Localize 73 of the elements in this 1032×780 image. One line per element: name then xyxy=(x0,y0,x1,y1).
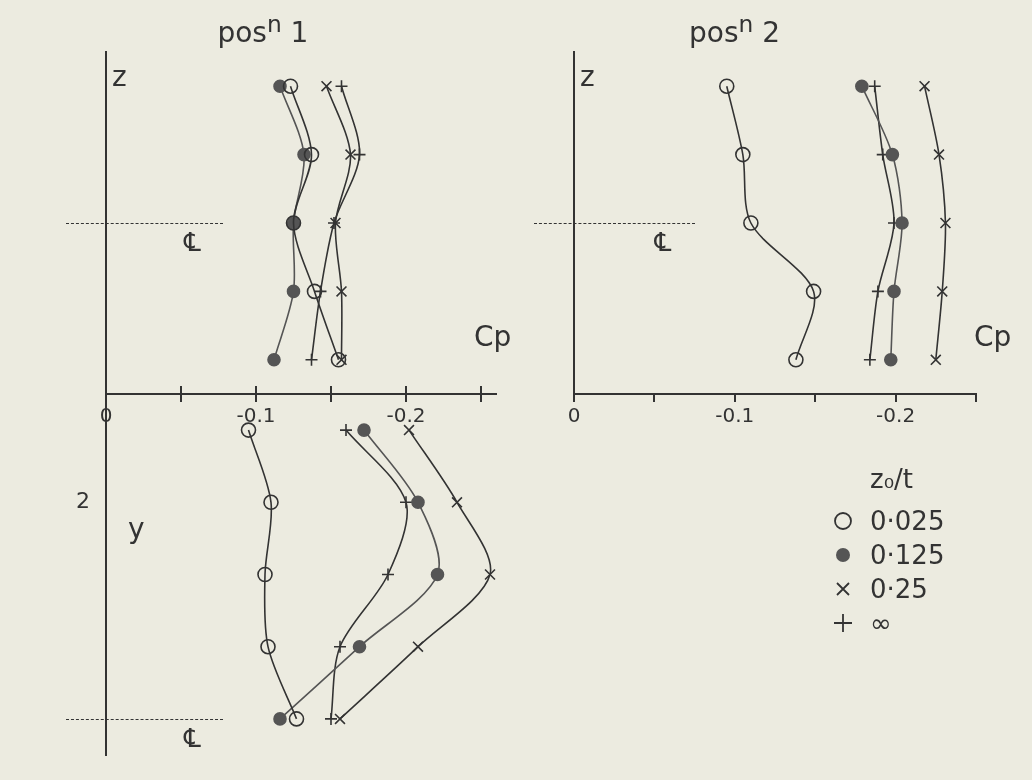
x-axis-title: Cp xyxy=(974,320,1012,353)
point xyxy=(257,566,273,583)
chart-title: pos$^{n}$ 1 xyxy=(217,10,309,50)
y-axis-title: z xyxy=(580,60,595,93)
point xyxy=(735,146,751,163)
x-tick-label: -0.2 xyxy=(876,403,916,428)
point xyxy=(303,146,320,163)
point xyxy=(918,80,931,92)
point xyxy=(306,283,323,300)
point xyxy=(871,284,885,299)
point xyxy=(335,354,348,366)
point xyxy=(930,354,942,366)
point xyxy=(939,217,952,229)
point xyxy=(344,148,357,161)
y-axis-title: y xyxy=(128,512,145,545)
point xyxy=(718,78,735,94)
point xyxy=(267,353,281,367)
annotation: ℄ xyxy=(184,227,201,257)
legend-label: 0·125 xyxy=(870,540,945,570)
x-tick-label: -0.1 xyxy=(715,403,755,428)
point xyxy=(330,352,347,368)
x-axis-title: Cp xyxy=(474,320,512,353)
point xyxy=(333,639,347,654)
point xyxy=(313,284,328,299)
point xyxy=(282,78,299,94)
point xyxy=(805,283,822,300)
point xyxy=(240,422,257,438)
point xyxy=(399,495,413,510)
point xyxy=(263,494,279,511)
x-tick-label: 0 xyxy=(567,403,581,428)
point xyxy=(320,80,333,92)
x-tick-label: -0.1 xyxy=(236,403,276,428)
point xyxy=(357,423,371,437)
annotation: ℄ xyxy=(654,227,672,257)
point xyxy=(936,285,948,298)
point xyxy=(933,148,945,161)
point xyxy=(887,284,901,299)
point xyxy=(273,712,287,726)
point xyxy=(381,567,395,582)
legend-title: z₀/t xyxy=(870,464,915,494)
annotation: ℄ xyxy=(184,722,201,753)
point xyxy=(403,424,415,436)
point xyxy=(334,713,346,725)
point xyxy=(352,147,367,162)
y-axis-title: z xyxy=(112,60,127,93)
point xyxy=(412,640,424,653)
point xyxy=(451,496,463,509)
point xyxy=(288,711,305,727)
point xyxy=(895,216,909,230)
point xyxy=(334,79,349,93)
point xyxy=(743,215,759,231)
legend-label: 0·25 xyxy=(870,574,928,604)
point xyxy=(863,353,877,367)
point xyxy=(855,79,869,93)
point xyxy=(883,353,898,367)
text: 2 xyxy=(76,488,90,514)
legend-label: ∞ xyxy=(870,608,892,638)
point xyxy=(304,353,319,367)
point xyxy=(411,495,425,510)
point xyxy=(885,147,900,162)
legend-label: 0·025 xyxy=(870,506,945,536)
point xyxy=(339,423,353,437)
point xyxy=(867,79,882,93)
x-tick-label: -0.2 xyxy=(386,403,426,428)
point xyxy=(335,285,348,298)
point xyxy=(324,712,338,726)
point xyxy=(484,568,496,581)
chart-title: pos$^{n}$ 2 xyxy=(689,10,781,50)
point xyxy=(430,567,445,582)
point xyxy=(352,639,367,654)
point xyxy=(788,352,804,368)
point xyxy=(260,638,276,655)
point xyxy=(286,284,301,299)
